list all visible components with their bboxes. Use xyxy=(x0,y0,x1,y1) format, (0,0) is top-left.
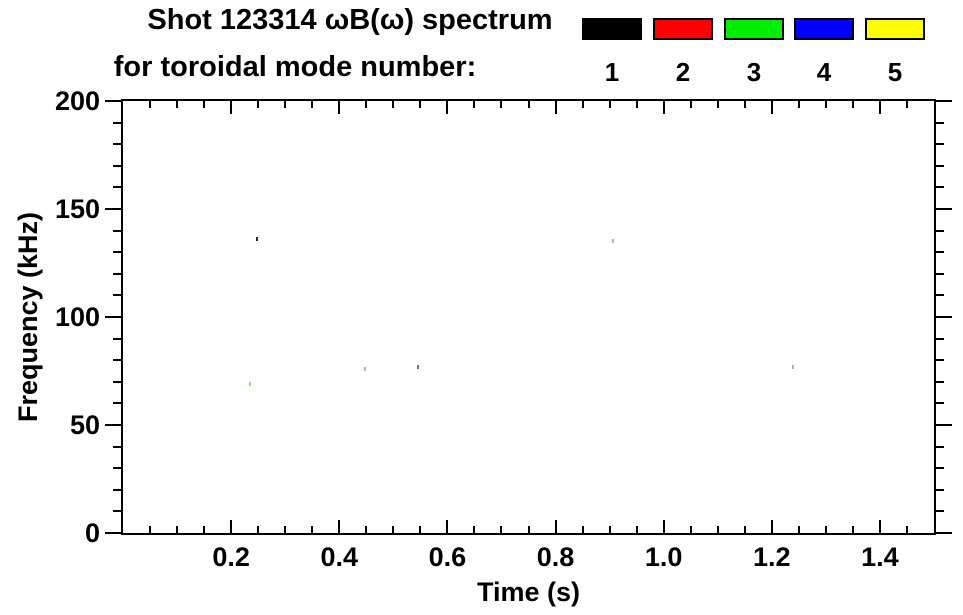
y-tick-label: 0 xyxy=(84,518,100,548)
y-minor-tick-left xyxy=(113,164,121,167)
x-axis-label: Time (s) xyxy=(476,577,581,607)
y-minor-tick-right xyxy=(936,445,944,448)
y-minor-tick-left xyxy=(113,186,121,189)
y-minor-tick-left xyxy=(113,359,121,362)
legend-swatch-n3 xyxy=(724,18,784,40)
plot-area xyxy=(121,99,936,535)
y-major-tick-right xyxy=(936,424,952,426)
y-tick-label: 200 xyxy=(54,86,100,116)
y-minor-tick-left xyxy=(113,467,121,470)
y-minor-tick-left xyxy=(113,272,121,275)
y-minor-tick-left xyxy=(113,445,121,448)
x-tick-label: 1.0 xyxy=(644,542,683,572)
y-minor-tick-left xyxy=(113,380,121,383)
x-tick-label: 1.2 xyxy=(753,542,791,572)
y-minor-tick-right xyxy=(936,488,944,491)
y-major-tick-left xyxy=(105,208,121,210)
y-minor-tick-left xyxy=(113,402,121,405)
y-major-tick-right xyxy=(936,100,952,102)
y-minor-tick-right xyxy=(936,380,944,383)
y-axis-label: Frequency (kHz) xyxy=(13,211,43,423)
y-major-tick-left xyxy=(105,532,121,534)
plot-title-line2: for toroidal mode number: xyxy=(113,51,477,83)
x-tick-label: 0.8 xyxy=(536,542,575,572)
y-minor-tick-right xyxy=(936,121,944,124)
y-minor-tick-right xyxy=(936,467,944,470)
y-major-tick-right xyxy=(936,316,952,318)
y-minor-tick-right xyxy=(936,164,944,167)
y-major-tick-right xyxy=(936,208,952,210)
legend-label-n5: 5 xyxy=(887,57,903,87)
y-minor-tick-right xyxy=(936,251,944,254)
y-minor-tick-right xyxy=(936,402,944,405)
plot-title-line1: Shot 123314 ωB(ω) spectrum xyxy=(147,4,553,36)
y-minor-tick-left xyxy=(113,143,121,146)
legend-label-n2: 2 xyxy=(675,57,691,87)
y-minor-tick-left xyxy=(113,510,121,513)
y-minor-tick-left xyxy=(113,337,121,340)
x-tick-label: 0.6 xyxy=(428,542,467,572)
legend-swatch-n5 xyxy=(865,18,925,40)
x-tick-label: 0.4 xyxy=(320,542,359,572)
y-minor-tick-right xyxy=(936,229,944,232)
legend-label-n3: 3 xyxy=(746,57,762,87)
y-major-tick-left xyxy=(105,424,121,426)
x-tick-label: 0.2 xyxy=(212,542,250,572)
y-minor-tick-right xyxy=(936,186,944,189)
y-minor-tick-right xyxy=(936,143,944,146)
y-minor-tick-right xyxy=(936,294,944,297)
y-minor-tick-left xyxy=(113,229,121,232)
y-major-tick-left xyxy=(105,100,121,102)
y-minor-tick-left xyxy=(113,294,121,297)
legend-label-n4: 4 xyxy=(816,57,832,87)
y-minor-tick-left xyxy=(113,251,121,254)
y-major-tick-left xyxy=(105,316,121,318)
y-major-tick-right xyxy=(936,532,952,534)
y-minor-tick-right xyxy=(936,337,944,340)
y-minor-tick-right xyxy=(936,272,944,275)
y-minor-tick-left xyxy=(113,121,121,124)
y-minor-tick-left xyxy=(113,488,121,491)
y-minor-tick-right xyxy=(936,510,944,513)
x-tick-label: 1.4 xyxy=(861,542,899,572)
y-minor-tick-right xyxy=(936,359,944,362)
legend-swatch-n4 xyxy=(794,18,854,40)
